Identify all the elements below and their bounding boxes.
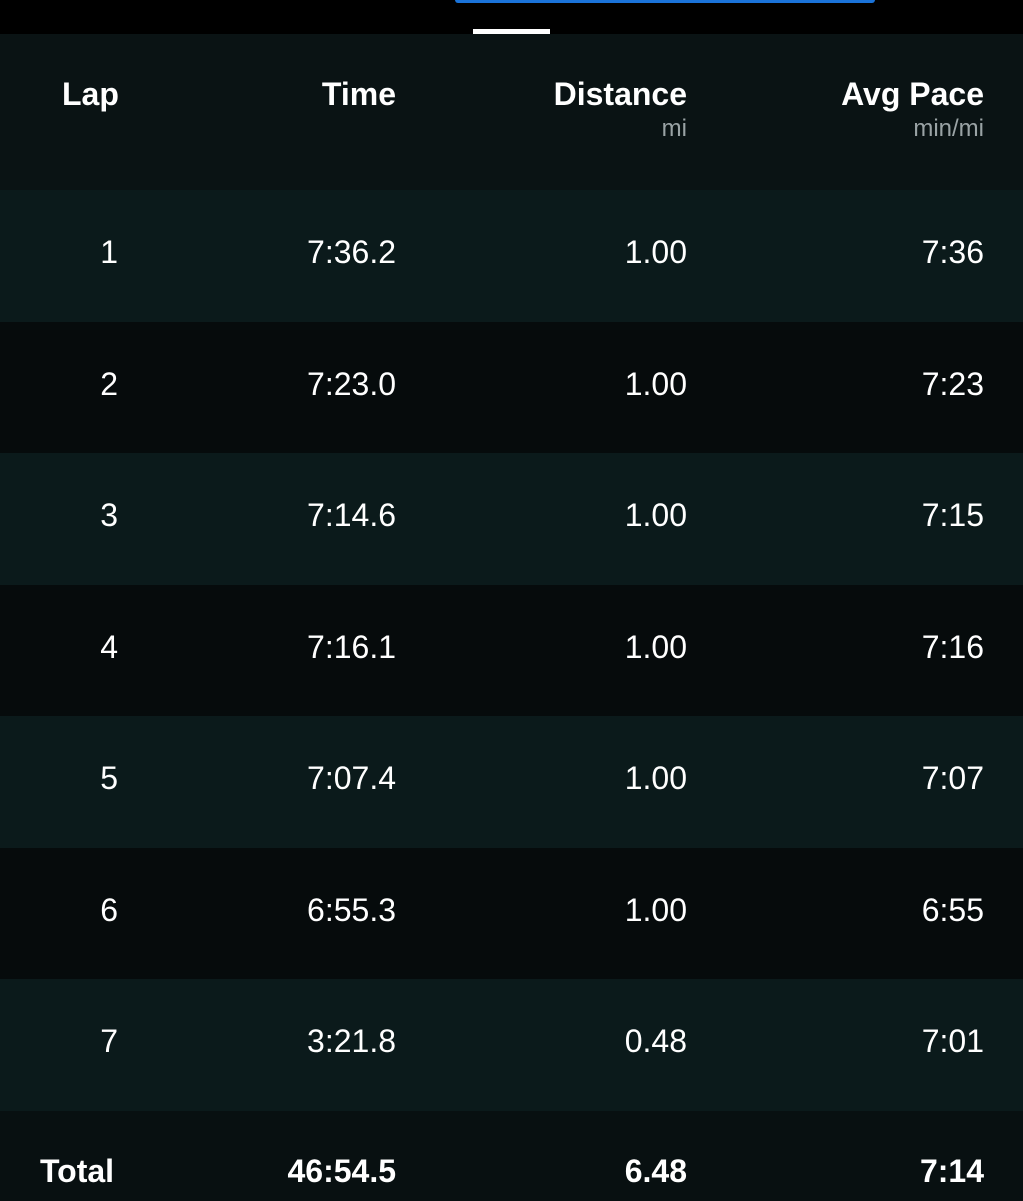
cell-distance: 1.00 — [624, 365, 687, 402]
pace-unit: min/mi — [913, 115, 984, 142]
cell-avg-pace: 6:55 — [921, 891, 984, 928]
table-row[interactable]: 1 7:36.2 1.00 7:36 — [0, 190, 1023, 322]
cell-distance: 1.00 — [624, 234, 687, 270]
table-row[interactable]: 3 7:14.6 1.00 7:15 — [0, 453, 1023, 585]
cell-time: 7:23.0 — [307, 365, 396, 402]
table-row[interactable]: 7 3:21.8 0.48 7:01 — [0, 979, 1023, 1111]
total-row: Total 46:54.5 6.48 7:14 — [0, 1110, 1023, 1201]
cell-lap: 3 — [100, 497, 118, 533]
cell-distance: 1.00 — [624, 497, 687, 533]
header-avg-pace: Avg Pace min/mi — [841, 76, 984, 142]
cell-time: 7:16.1 — [307, 628, 396, 665]
cell-time: 7:07.4 — [307, 760, 396, 796]
cell-distance: 0.48 — [624, 1023, 687, 1059]
header-distance: Distance mi — [553, 76, 687, 142]
cell-avg-pace: 7:07 — [921, 760, 984, 796]
cell-time: 7:14.6 — [307, 497, 396, 533]
active-segment-bar[interactable] — [455, 0, 875, 3]
cell-time: 7:36.2 — [307, 234, 396, 270]
cell-avg-pace: 7:01 — [921, 1023, 984, 1059]
table-row[interactable]: 2 7:23.0 1.00 7:23 — [0, 321, 1023, 453]
cell-lap: 6 — [100, 891, 118, 928]
cell-time: 6:55.3 — [307, 891, 396, 928]
cell-avg-pace: 7:36 — [921, 234, 984, 270]
table-row[interactable]: 6 6:55.3 1.00 6:55 — [0, 847, 1023, 979]
header-time: Time — [321, 76, 396, 112]
table-row[interactable]: 5 7:07.4 1.00 7:07 — [0, 716, 1023, 848]
cell-lap: 1 — [100, 234, 118, 270]
top-tab-bar — [0, 0, 1023, 34]
cell-distance: 1.00 — [624, 891, 687, 928]
cell-avg-pace: 7:23 — [921, 365, 984, 402]
cell-avg-pace: 7:15 — [921, 497, 984, 533]
cell-distance: 1.00 — [624, 628, 687, 665]
header-lap: Lap — [62, 76, 119, 112]
cell-time: 3:21.8 — [307, 1023, 396, 1059]
total-time: 46:54.5 — [287, 1152, 396, 1189]
cell-avg-pace: 7:16 — [921, 628, 984, 665]
total-distance: 6.48 — [624, 1152, 687, 1189]
table-row[interactable]: 4 7:16.1 1.00 7:16 — [0, 584, 1023, 716]
table-header: Lap Time Distance mi Avg Pace min/mi — [0, 34, 1023, 190]
cell-lap: 7 — [100, 1023, 118, 1059]
cell-distance: 1.00 — [624, 760, 687, 796]
cell-lap: 2 — [100, 365, 118, 402]
total-label: Total — [40, 1152, 115, 1189]
cell-lap: 4 — [100, 628, 118, 665]
distance-unit: mi — [661, 115, 687, 142]
cell-lap: 5 — [100, 760, 118, 796]
tab-indicator — [473, 29, 550, 34]
laps-table: Lap Time Distance mi Avg Pace min/mi 1 7:36… — [0, 34, 1023, 1201]
total-pace: 7:14 — [919, 1152, 984, 1189]
